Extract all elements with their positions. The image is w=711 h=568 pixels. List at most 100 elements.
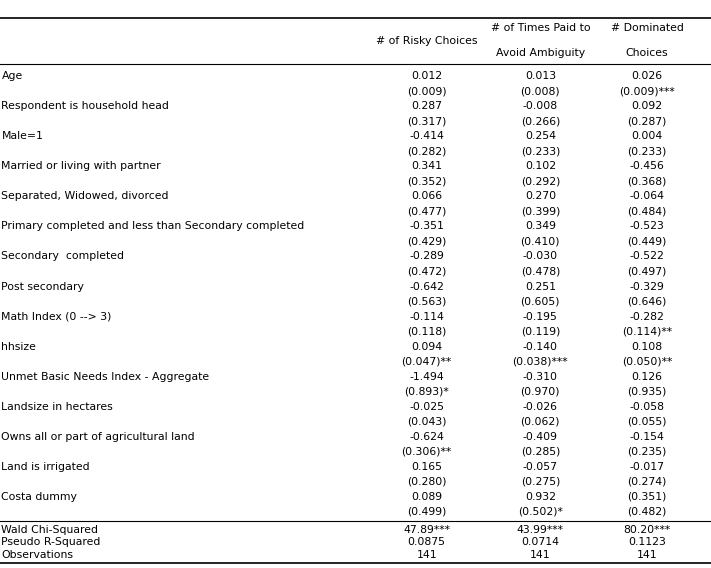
Text: -0.058: -0.058 bbox=[629, 402, 665, 412]
Text: (0.292): (0.292) bbox=[520, 177, 560, 186]
Text: (0.280): (0.280) bbox=[407, 477, 447, 487]
Text: (0.352): (0.352) bbox=[407, 177, 447, 186]
Text: -0.351: -0.351 bbox=[409, 222, 444, 232]
Text: 0.251: 0.251 bbox=[525, 282, 556, 291]
Text: Observations: Observations bbox=[1, 550, 73, 560]
Text: (0.233): (0.233) bbox=[627, 147, 667, 156]
Text: (0.009): (0.009) bbox=[407, 86, 447, 97]
Text: 80.20***: 80.20*** bbox=[624, 525, 670, 534]
Text: (0.055): (0.055) bbox=[627, 416, 667, 427]
Text: (0.429): (0.429) bbox=[407, 236, 447, 247]
Text: (0.306)**: (0.306)** bbox=[402, 446, 451, 457]
Text: (0.043): (0.043) bbox=[407, 416, 447, 427]
Text: (0.646): (0.646) bbox=[627, 296, 667, 307]
Text: (0.472): (0.472) bbox=[407, 266, 447, 277]
Text: (0.449): (0.449) bbox=[627, 236, 667, 247]
Text: (0.062): (0.062) bbox=[520, 416, 560, 427]
Text: # Dominated: # Dominated bbox=[611, 23, 683, 34]
Text: (0.935): (0.935) bbox=[627, 387, 667, 396]
Text: 0.932: 0.932 bbox=[525, 492, 556, 502]
Text: Separated, Widowed, divorced: Separated, Widowed, divorced bbox=[1, 191, 169, 202]
Text: -1.494: -1.494 bbox=[410, 371, 444, 382]
Text: -0.154: -0.154 bbox=[629, 432, 665, 441]
Text: -0.456: -0.456 bbox=[629, 161, 665, 172]
Text: 0.287: 0.287 bbox=[411, 102, 442, 111]
Text: Secondary  completed: Secondary completed bbox=[1, 252, 124, 261]
Text: -0.030: -0.030 bbox=[523, 252, 558, 261]
Text: -0.409: -0.409 bbox=[523, 432, 558, 441]
Text: -0.329: -0.329 bbox=[629, 282, 665, 291]
Text: 0.092: 0.092 bbox=[631, 102, 663, 111]
Text: (0.114)**: (0.114)** bbox=[622, 327, 672, 337]
Text: -0.026: -0.026 bbox=[523, 402, 558, 412]
Text: (0.274): (0.274) bbox=[627, 477, 667, 487]
Text: -0.057: -0.057 bbox=[523, 462, 558, 471]
Text: 43.99***: 43.99*** bbox=[517, 525, 564, 534]
Text: 141: 141 bbox=[636, 550, 658, 560]
Text: 47.89***: 47.89*** bbox=[403, 525, 450, 534]
Text: 0.094: 0.094 bbox=[411, 341, 442, 352]
Text: (0.410): (0.410) bbox=[520, 236, 560, 247]
Text: hhsize: hhsize bbox=[1, 341, 36, 352]
Text: Married or living with partner: Married or living with partner bbox=[1, 161, 161, 172]
Text: 0.254: 0.254 bbox=[525, 131, 556, 141]
Text: -0.008: -0.008 bbox=[523, 102, 558, 111]
Text: # of Risky Choices: # of Risky Choices bbox=[376, 36, 477, 46]
Text: (0.275): (0.275) bbox=[520, 477, 560, 487]
Text: 0.108: 0.108 bbox=[631, 341, 663, 352]
Text: (0.282): (0.282) bbox=[407, 147, 447, 156]
Text: 0.004: 0.004 bbox=[631, 131, 663, 141]
Text: 0.013: 0.013 bbox=[525, 72, 556, 81]
Text: (0.119): (0.119) bbox=[520, 327, 560, 337]
Text: Age: Age bbox=[1, 72, 23, 81]
Text: -0.289: -0.289 bbox=[409, 252, 444, 261]
Text: (0.285): (0.285) bbox=[520, 446, 560, 457]
Text: (0.351): (0.351) bbox=[627, 492, 667, 502]
Text: Costa dummy: Costa dummy bbox=[1, 492, 77, 502]
Text: (0.482): (0.482) bbox=[627, 507, 667, 517]
Text: 0.341: 0.341 bbox=[411, 161, 442, 172]
Text: (0.605): (0.605) bbox=[520, 296, 560, 307]
Text: (0.563): (0.563) bbox=[407, 296, 447, 307]
Text: 0.1123: 0.1123 bbox=[628, 537, 666, 548]
Text: 0.349: 0.349 bbox=[525, 222, 556, 232]
Text: (0.368): (0.368) bbox=[627, 177, 667, 186]
Text: (0.050)**: (0.050)** bbox=[622, 357, 672, 366]
Text: -0.140: -0.140 bbox=[523, 341, 558, 352]
Text: (0.008): (0.008) bbox=[520, 86, 560, 97]
Text: -0.522: -0.522 bbox=[629, 252, 665, 261]
Text: -0.523: -0.523 bbox=[629, 222, 665, 232]
Text: (0.009)***: (0.009)*** bbox=[619, 86, 675, 97]
Text: (0.317): (0.317) bbox=[407, 116, 447, 127]
Text: (0.047)**: (0.047)** bbox=[402, 357, 451, 366]
Text: Post secondary: Post secondary bbox=[1, 282, 85, 291]
Text: -0.642: -0.642 bbox=[409, 282, 444, 291]
Text: Wald Chi-Squared: Wald Chi-Squared bbox=[1, 525, 98, 534]
Text: # of Times Paid to: # of Times Paid to bbox=[491, 23, 590, 34]
Text: Primary completed and less than Secondary completed: Primary completed and less than Secondar… bbox=[1, 222, 305, 232]
Text: (0.893)*: (0.893)* bbox=[405, 387, 449, 396]
Text: 0.0714: 0.0714 bbox=[521, 537, 560, 548]
Text: -0.017: -0.017 bbox=[629, 462, 665, 471]
Text: Male=1: Male=1 bbox=[1, 131, 43, 141]
Text: (0.484): (0.484) bbox=[627, 206, 667, 216]
Text: -0.310: -0.310 bbox=[523, 371, 558, 382]
Text: (0.478): (0.478) bbox=[520, 266, 560, 277]
Text: 0.089: 0.089 bbox=[411, 492, 442, 502]
Text: -0.114: -0.114 bbox=[409, 311, 444, 321]
Text: Unmet Basic Needs Index - Aggregate: Unmet Basic Needs Index - Aggregate bbox=[1, 371, 210, 382]
Text: (0.235): (0.235) bbox=[627, 446, 667, 457]
Text: 0.102: 0.102 bbox=[525, 161, 556, 172]
Text: Pseudo R-Squared: Pseudo R-Squared bbox=[1, 537, 101, 548]
Text: 0.270: 0.270 bbox=[525, 191, 556, 202]
Text: 0.066: 0.066 bbox=[411, 191, 442, 202]
Text: (0.038)***: (0.038)*** bbox=[513, 357, 568, 366]
Text: (0.287): (0.287) bbox=[627, 116, 667, 127]
Text: (0.233): (0.233) bbox=[520, 147, 560, 156]
Text: 0.012: 0.012 bbox=[411, 72, 442, 81]
Text: (0.477): (0.477) bbox=[407, 206, 447, 216]
Text: (0.970): (0.970) bbox=[520, 387, 560, 396]
Text: (0.497): (0.497) bbox=[627, 266, 667, 277]
Text: 141: 141 bbox=[416, 550, 437, 560]
Text: -0.195: -0.195 bbox=[523, 311, 558, 321]
